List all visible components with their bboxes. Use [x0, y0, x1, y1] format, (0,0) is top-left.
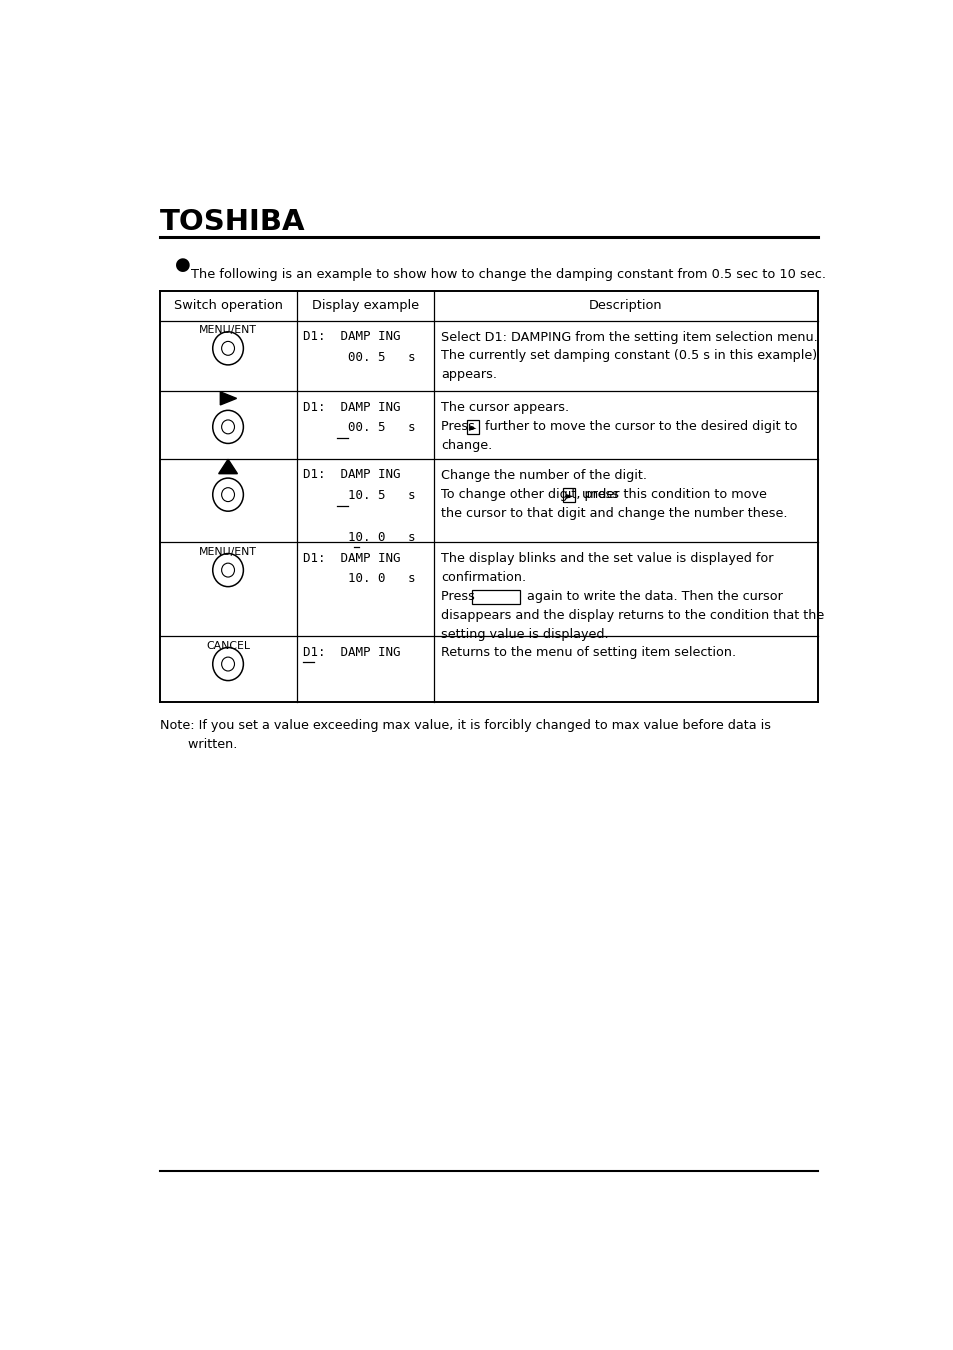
- Text: ►: ►: [469, 423, 476, 432]
- Text: 00. 5   s: 00. 5 s: [302, 421, 415, 435]
- Text: D1:  DAMP ING: D1: DAMP ING: [302, 329, 400, 343]
- Text: D1:  DAMP ING: D1: DAMP ING: [302, 468, 400, 482]
- Text: 10. 0   s: 10. 0 s: [302, 531, 415, 544]
- Text: To change other digit, press: To change other digit, press: [441, 489, 622, 501]
- Text: Description: Description: [589, 300, 662, 312]
- Text: appears.: appears.: [441, 369, 497, 381]
- Text: confirmation.: confirmation.: [441, 571, 526, 585]
- Text: D1:  DAMP ING: D1: DAMP ING: [302, 552, 400, 564]
- Text: under this condition to move: under this condition to move: [578, 489, 766, 501]
- Text: Select D1: DAMPING from the setting item selection menu.: Select D1: DAMPING from the setting item…: [441, 331, 818, 344]
- Text: TOSHIBA: TOSHIBA: [159, 208, 305, 236]
- Text: Change the number of the digit.: Change the number of the digit.: [441, 470, 647, 482]
- Text: D1:  DAMP ING: D1: DAMP ING: [302, 401, 400, 413]
- Text: Returns to the menu of setting item selection.: Returns to the menu of setting item sele…: [441, 647, 736, 659]
- Bar: [563, 489, 575, 502]
- Text: the cursor to that digit and change the number these.: the cursor to that digit and change the …: [441, 508, 787, 520]
- Text: ►: ►: [565, 490, 573, 500]
- Text: Press: Press: [441, 590, 478, 603]
- Bar: [466, 420, 478, 433]
- Text: written.: written.: [159, 738, 236, 752]
- Text: MENU/ENT: MENU/ENT: [199, 325, 256, 335]
- Text: disappears and the display returns to the condition that the: disappears and the display returns to th…: [441, 609, 823, 622]
- Text: ●: ●: [174, 256, 191, 274]
- Text: 00. 5   s: 00. 5 s: [302, 351, 415, 363]
- Text: D1:  DAMP ING: D1: DAMP ING: [302, 645, 400, 659]
- Text: MENU/ENT: MENU/ENT: [199, 547, 256, 558]
- Polygon shape: [220, 392, 236, 405]
- Text: The currently set damping constant (0.5 s in this example): The currently set damping constant (0.5 …: [441, 350, 817, 363]
- Text: change.: change.: [441, 439, 492, 452]
- Text: The cursor appears.: The cursor appears.: [441, 401, 569, 414]
- Text: Press: Press: [441, 420, 478, 433]
- Text: again to write the data. Then the cursor: again to write the data. Then the cursor: [522, 590, 781, 603]
- Text: setting value is displayed.: setting value is displayed.: [441, 628, 608, 641]
- Bar: [472, 590, 519, 603]
- Text: Switch operation: Switch operation: [173, 300, 282, 312]
- Text: 10. 0   s: 10. 0 s: [302, 572, 415, 586]
- Text: Display example: Display example: [312, 300, 418, 312]
- Polygon shape: [218, 459, 237, 474]
- Text: CANCEL: CANCEL: [206, 641, 250, 651]
- Text: 10. 5   s: 10. 5 s: [302, 489, 415, 502]
- Text: The display blinks and the set value is displayed for: The display blinks and the set value is …: [441, 552, 773, 566]
- Text: further to move the cursor to the desired digit to: further to move the cursor to the desire…: [480, 420, 797, 433]
- Text: Note: If you set a value exceeding max value, it is forcibly changed to max valu: Note: If you set a value exceeding max v…: [159, 718, 770, 732]
- Text: The following is an example to show how to change the damping constant from 0.5 : The following is an example to show how …: [191, 269, 824, 281]
